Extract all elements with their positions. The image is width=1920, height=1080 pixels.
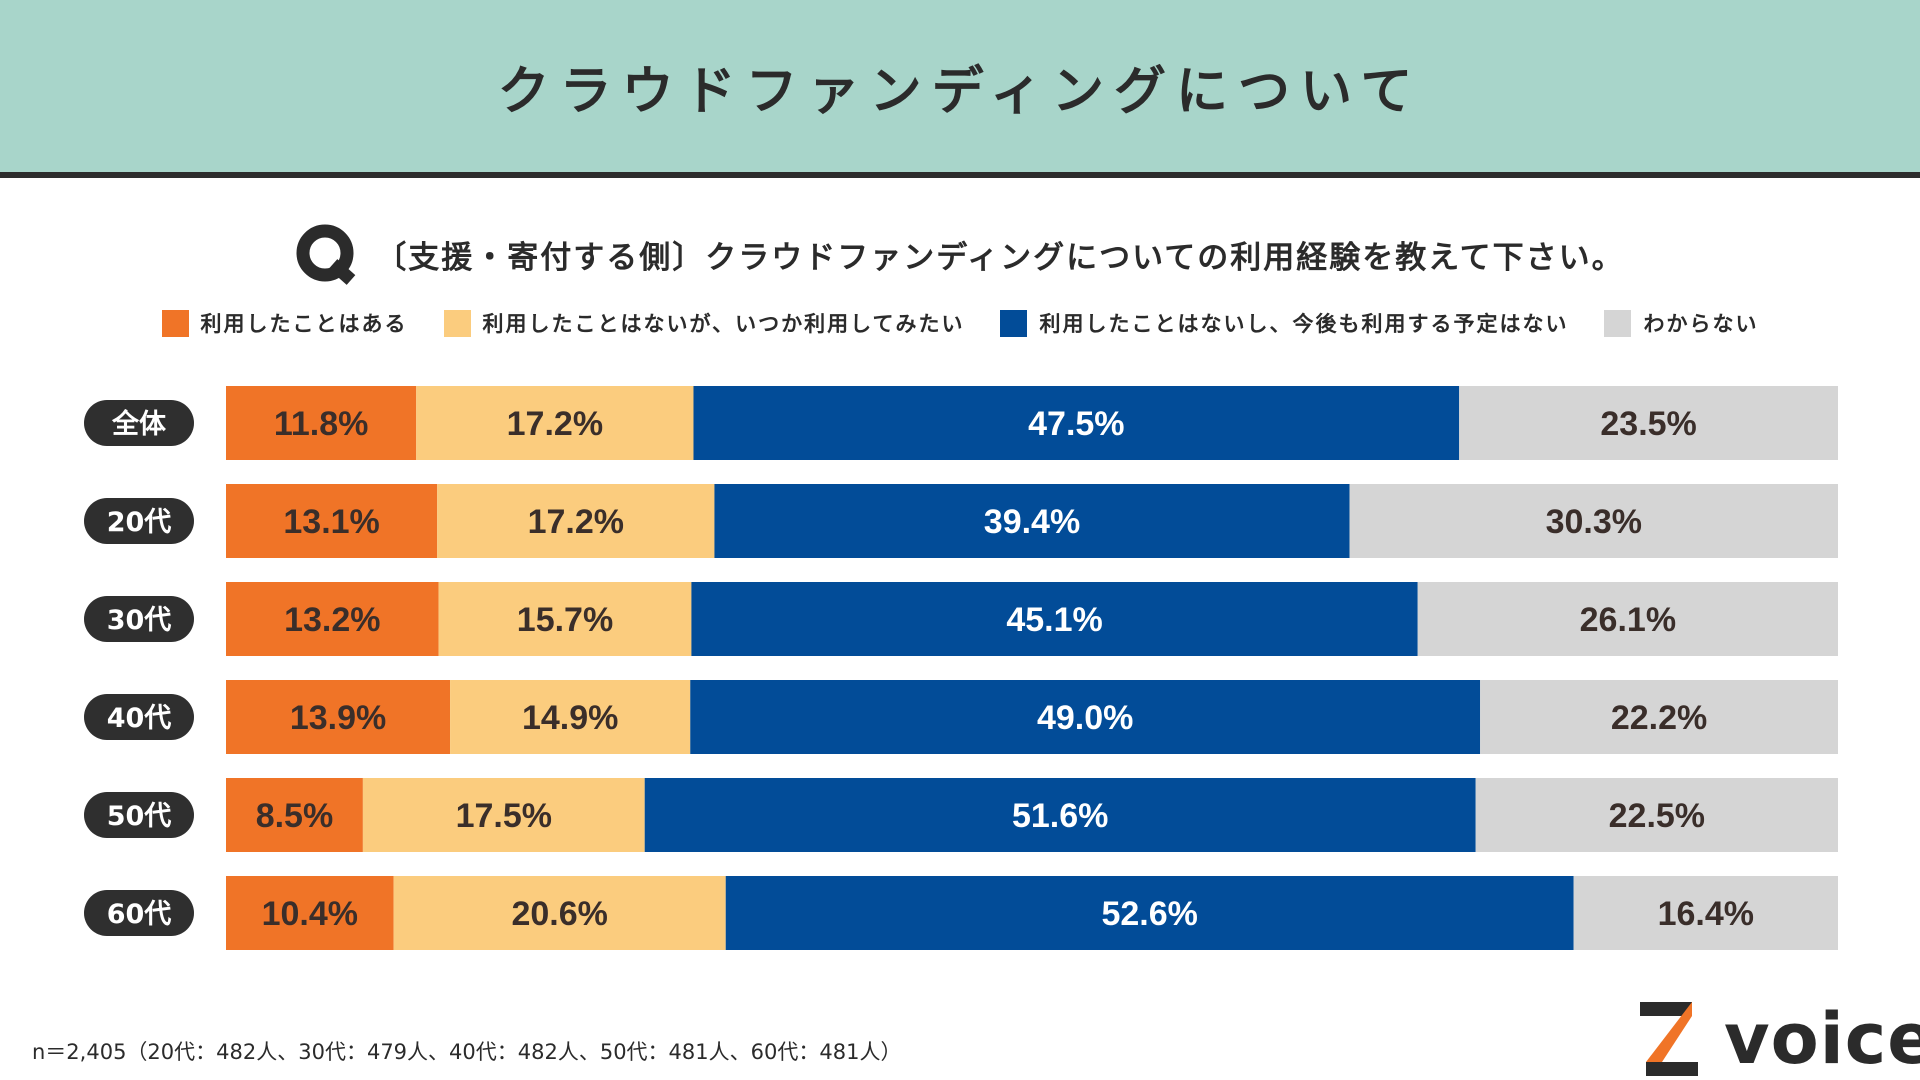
category-pill bbox=[84, 792, 194, 838]
bar-segment bbox=[690, 680, 1481, 754]
sample-size-footnote: n＝2,405（20代：482人、30代：479人、40代：482人、50代：4… bbox=[32, 1040, 902, 1064]
data-label: 23.5% bbox=[1600, 405, 1696, 443]
logo-text: voice bbox=[1724, 998, 1920, 1080]
category-label: 50代 bbox=[107, 801, 172, 832]
legend-swatch bbox=[161, 309, 189, 337]
category-label: 60代 bbox=[107, 899, 172, 930]
data-label: 47.5% bbox=[1028, 405, 1124, 443]
bar-segment bbox=[1480, 680, 1838, 754]
bar-segment bbox=[1417, 582, 1838, 656]
bar-segment bbox=[450, 680, 691, 754]
data-label: 39.4% bbox=[984, 503, 1080, 541]
legend-swatch bbox=[1604, 309, 1632, 337]
bar-segment bbox=[1459, 386, 1838, 460]
data-label: 20.6% bbox=[511, 895, 607, 933]
bar-segment bbox=[416, 386, 694, 460]
page-title: クラウドファンディングについて bbox=[497, 61, 1423, 122]
data-label: 8.5% bbox=[256, 797, 334, 835]
legend-swatch bbox=[443, 309, 471, 337]
bar-segment bbox=[362, 778, 645, 852]
data-label: 22.2% bbox=[1611, 699, 1707, 737]
z-logo-icon bbox=[1640, 1002, 1698, 1076]
bar-segment bbox=[1349, 484, 1838, 558]
bar-segment bbox=[393, 876, 726, 950]
data-label: 13.1% bbox=[283, 503, 379, 541]
bar-segment bbox=[693, 386, 1460, 460]
category-label: 20代 bbox=[107, 507, 172, 538]
data-label: 14.9% bbox=[522, 699, 618, 737]
legend: 利用したことはある 利用したことはないが、いつか利用してみたい 利用したことはな… bbox=[0, 308, 1920, 338]
bar-segment bbox=[226, 386, 417, 460]
bar-segment bbox=[1573, 876, 1838, 950]
data-label: 17.2% bbox=[507, 405, 603, 443]
legend-label: 利用したことはないし、今後も利用する予定はない bbox=[1039, 312, 1569, 336]
legend-item-want-to-use: 利用したことはないが、いつか利用してみたい bbox=[443, 308, 965, 338]
data-label: 26.1% bbox=[1580, 601, 1676, 639]
data-label: 13.2% bbox=[284, 601, 380, 639]
legend-label: 利用したことはないが、いつか利用してみたい bbox=[482, 312, 965, 336]
data-label: 15.7% bbox=[517, 601, 613, 639]
bar-segment bbox=[226, 484, 438, 558]
bar-segment bbox=[226, 582, 439, 656]
legend-label: わからない bbox=[1643, 312, 1759, 336]
bar-segment bbox=[226, 680, 451, 754]
data-label: 17.5% bbox=[456, 797, 552, 835]
question-row: 〔支援・寄付する側〕クラウドファンディングについての利用経験を教えて下さい。 bbox=[0, 222, 1920, 286]
header-banner: クラウドファンディングについて bbox=[0, 0, 1920, 178]
data-label: 16.4% bbox=[1658, 895, 1754, 933]
category-label: 30代 bbox=[107, 605, 172, 636]
data-label: 11.8% bbox=[274, 405, 369, 443]
category-pill bbox=[84, 596, 194, 642]
data-label: 10.4% bbox=[262, 895, 358, 933]
bar-segment bbox=[438, 582, 692, 656]
bar-segment bbox=[437, 484, 715, 558]
bar-segment bbox=[691, 582, 1418, 656]
legend-label: 利用したことはある bbox=[200, 312, 408, 336]
data-label: 51.6% bbox=[1012, 797, 1108, 835]
data-label: 22.5% bbox=[1609, 797, 1705, 835]
data-label: 49.0% bbox=[1037, 699, 1133, 737]
bar-segment bbox=[644, 778, 1476, 852]
bar-segment bbox=[226, 876, 394, 950]
category-pill bbox=[84, 694, 194, 740]
legend-swatch bbox=[1000, 309, 1028, 337]
q-badge-icon bbox=[296, 224, 356, 285]
data-label: 30.3% bbox=[1546, 503, 1642, 541]
legend-item-no-plan: 利用したことはないし、今後も利用する予定はない bbox=[1000, 308, 1568, 338]
category-pill bbox=[84, 400, 194, 446]
bar-segment bbox=[226, 778, 363, 852]
legend-item-unknown: わからない bbox=[1604, 308, 1758, 338]
question-text: 〔支援・寄付する側〕クラウドファンディングについての利用経験を教えて下さい。 bbox=[375, 239, 1625, 276]
category-pill bbox=[84, 890, 194, 936]
category-label: 全体 bbox=[111, 408, 167, 440]
legend-item-used: 利用したことはある bbox=[161, 308, 408, 338]
data-label: 45.1% bbox=[1006, 601, 1102, 639]
bar-segment bbox=[1475, 778, 1838, 852]
data-label: 52.6% bbox=[1101, 895, 1197, 933]
bar-segment bbox=[725, 876, 1574, 950]
bar-segment bbox=[714, 484, 1350, 558]
data-label: 17.2% bbox=[528, 503, 624, 541]
category-label: 40代 bbox=[107, 703, 172, 734]
zvoice-logo: voice bbox=[1636, 998, 1920, 1080]
category-pill bbox=[84, 498, 194, 544]
data-label: 13.9% bbox=[290, 699, 386, 737]
